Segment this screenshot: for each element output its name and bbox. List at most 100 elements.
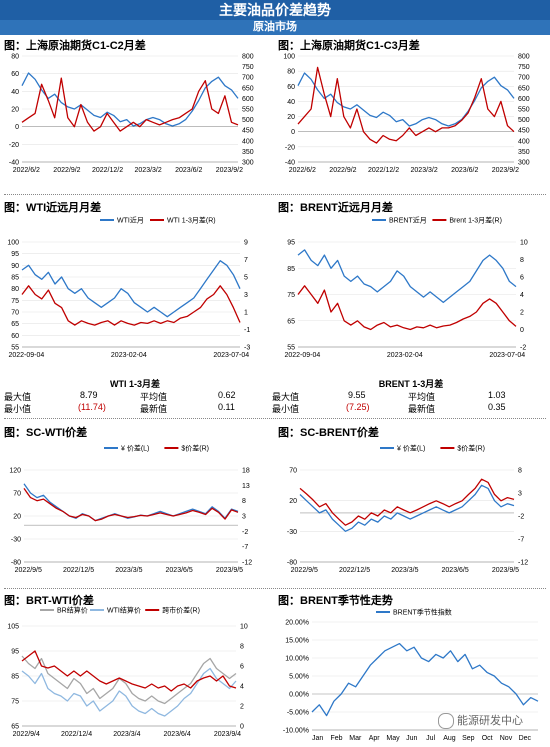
section-header: 原油市场 xyxy=(0,20,550,35)
x-tick-label: Nov xyxy=(500,735,513,742)
y2-tick-label: 10 xyxy=(240,624,248,631)
chart-title-c4: 图：BRENT近远月月差 xyxy=(278,202,393,214)
y2-tick-label: 350 xyxy=(242,149,254,156)
x-tick-label: Jan xyxy=(312,735,323,742)
y-tick-label: 55 xyxy=(287,345,295,352)
wti-avg-label: 平均值 xyxy=(140,392,168,402)
brent-last-value: 0.35 xyxy=(488,402,506,412)
y2-tick-label: 350 xyxy=(518,149,530,156)
y2-tick-label: -2 xyxy=(520,345,526,352)
wti-min-label: 最小值 xyxy=(4,404,32,414)
brent-min-label: 最小值 xyxy=(272,404,300,414)
y-tick-label: 75 xyxy=(287,292,295,299)
brent-last-label: 最新值 xyxy=(408,404,436,414)
x-tick-label: 2022/9/5 xyxy=(291,567,318,574)
x-tick-label: 2022/9/4 xyxy=(13,731,40,738)
y2-tick-label: 18 xyxy=(242,468,250,475)
y-tick-label: 5.00% xyxy=(289,674,309,681)
brent-stats-table: 最大值 9.55 平均值 1.03 最小值 (7.25) 最新值 0.35 xyxy=(272,390,542,414)
series-line-¥ 价差(L) xyxy=(299,484,515,532)
x-tick-label: 2023/6/2 xyxy=(451,167,478,174)
y2-tick-label: -12 xyxy=(242,560,252,567)
y-tick-label: 75 xyxy=(11,699,19,706)
y-tick-label: -80 xyxy=(287,560,297,567)
x-tick-label: 2022/6/2 xyxy=(13,167,40,174)
y-tick-label: -30 xyxy=(287,529,297,536)
x-tick-label: 2022/12/5 xyxy=(339,567,370,574)
brent-avg-label: 平均值 xyxy=(408,392,436,402)
y2-tick-label: 8 xyxy=(240,644,244,651)
x-tick-label: 2023/3/2 xyxy=(135,167,162,174)
series-line-s1 xyxy=(297,66,515,144)
brent-avg-value: 1.03 xyxy=(488,390,506,400)
chart-title-c5: 图：SC-WTI价差 xyxy=(4,427,88,439)
legend-label: BR结算价 xyxy=(57,606,88,615)
brent-min-value: (7.25) xyxy=(346,402,370,412)
series-line-$价差(R) xyxy=(23,488,239,522)
chart-c6: -80 -30 20 70 -12 -7 -2 3 8 2022/9/5 2022/12/5 2023… xyxy=(287,444,528,575)
y-tick-label: -40 xyxy=(9,160,19,167)
y-tick-label: 85 xyxy=(11,674,19,681)
x-tick-label: 2023/9/5 xyxy=(492,567,519,574)
chart-c7: 65 75 85 95 105 0 2 4 6 8 10 2022/9/4 2022/12/4 2023/… xyxy=(7,606,248,739)
x-tick-label: 2023/3/5 xyxy=(391,567,418,574)
y-tick-label: 75 xyxy=(11,298,19,305)
y2-tick-label: 4 xyxy=(240,684,244,691)
y2-tick-label: -12 xyxy=(518,560,528,567)
y-tick-label: 70 xyxy=(11,310,19,317)
x-tick-label: Jun xyxy=(406,735,417,742)
y-tick-label: -20 xyxy=(285,144,295,151)
y-tick-label: 65 xyxy=(287,318,295,325)
wti-max-label: 最大值 xyxy=(4,392,32,402)
x-tick-label: 2023/6/2 xyxy=(175,167,202,174)
y-tick-label: 55 xyxy=(11,345,19,352)
brent-stats-title: BRENT 1-3月差 xyxy=(378,379,444,389)
legend-label: BRENT近月 xyxy=(389,216,427,225)
y2-tick-label: -2 xyxy=(518,514,524,521)
brent-max-label: 最大值 xyxy=(272,392,300,402)
x-tick-label: 2022/9/2 xyxy=(53,167,80,174)
series-line-BR结算价 xyxy=(21,655,237,705)
wti-stats-table: 最大值 8.79 平均值 0.62 最小值 (11.74) 最新值 0.11 xyxy=(4,390,270,414)
y2-tick-label: 450 xyxy=(242,128,254,135)
series-line-跨市价差(R) xyxy=(21,650,237,692)
legend-label: BRENT季节性指数 xyxy=(393,608,452,617)
y-tick-label: 70 xyxy=(289,468,297,475)
wti-max-value: 8.79 xyxy=(80,390,98,400)
wti-last-label: 最新值 xyxy=(140,404,168,414)
y2-tick-label: 6 xyxy=(240,664,244,671)
x-tick-label: May xyxy=(386,735,400,742)
y-tick-label: 95 xyxy=(11,649,19,656)
y-tick-label: -5.00% xyxy=(287,710,309,717)
x-tick-label: 2023-07-04 xyxy=(213,352,249,359)
y2-tick-label: 8 xyxy=(518,468,522,475)
chart-title-c3: 图：WTI近远月月差 xyxy=(4,202,102,214)
series-line-WTI近月 xyxy=(21,260,241,318)
y-tick-label: 60 xyxy=(11,71,19,78)
x-tick-label: Aug xyxy=(443,735,456,742)
y2-tick-label: 3 xyxy=(518,491,522,498)
y2-tick-label: -7 xyxy=(242,544,248,551)
x-tick-label: 2023/6/5 xyxy=(442,567,469,574)
y2-tick-label: -1 xyxy=(244,327,250,334)
series-line-WTI结算价 xyxy=(21,667,237,717)
y2-tick-label: 750 xyxy=(242,64,254,71)
page-header: 主要油品价差趋势 xyxy=(0,0,550,20)
brent-max-value: 9.55 xyxy=(348,390,366,400)
y2-tick-label: 700 xyxy=(242,75,254,82)
y2-tick-label: 6 xyxy=(520,275,524,282)
x-tick-label: 2022-09-04 xyxy=(8,352,44,359)
series-line-Brent 1-3月差(R) xyxy=(297,285,517,331)
y2-tick-label: 7 xyxy=(244,257,248,264)
y2-tick-label: 13 xyxy=(242,483,250,490)
y2-tick-label: 0 xyxy=(240,724,244,731)
y-tick-label: 95 xyxy=(11,251,19,258)
y-tick-label: 60 xyxy=(11,333,19,340)
divider xyxy=(4,194,546,195)
wti-stats-title: WTI 1-3月差 xyxy=(109,379,160,389)
y-tick-label: 20 xyxy=(13,514,21,521)
y-tick-label: 80 xyxy=(11,54,19,61)
y-tick-label: 90 xyxy=(11,263,19,270)
y2-tick-label: -7 xyxy=(518,537,524,544)
y2-tick-label: 10 xyxy=(520,240,528,247)
